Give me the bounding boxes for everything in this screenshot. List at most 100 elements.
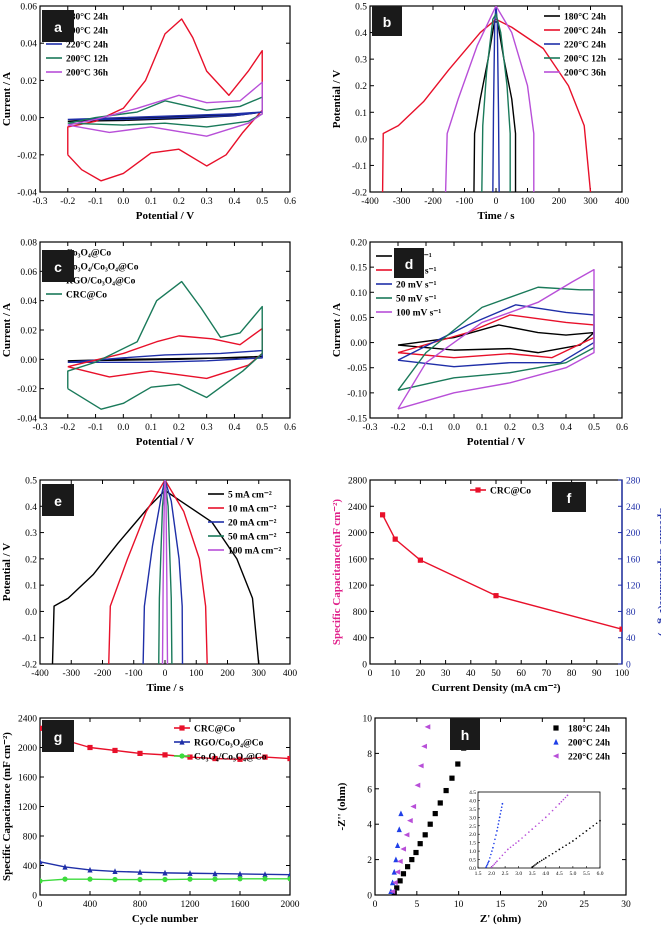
data-point <box>417 557 423 563</box>
x-tick-label: -0.3 <box>362 423 377 433</box>
plot-area <box>67 18 263 182</box>
panel-label: g <box>42 720 74 752</box>
x-tick-label: 0.3 <box>201 423 213 433</box>
x-tick-label: 0 <box>494 197 499 207</box>
y-tick-label: 10 <box>363 715 373 725</box>
y-tick-label: 0.5 <box>25 477 37 487</box>
y-tick-label: 0.1 <box>355 109 367 119</box>
data-point <box>413 849 419 856</box>
data-point <box>398 810 404 817</box>
y-tick-label: 1600 <box>18 774 37 784</box>
inset-x-tick-label: 1.5 <box>475 871 482 877</box>
y-tick-label: -0.10 <box>347 389 367 399</box>
x-tick-label: 1600 <box>231 900 250 910</box>
inset-x-tick-label: 2.5 <box>502 871 509 877</box>
x-tick-label: 25 <box>579 900 589 910</box>
legend-marker <box>475 487 481 493</box>
x-tick-label: 100 <box>615 669 630 679</box>
inset-data-point <box>564 796 567 799</box>
x-axis-label: Potential / V <box>467 436 526 448</box>
data-point <box>619 626 622 632</box>
data-point <box>397 858 403 864</box>
y-right-tick-label: 240 <box>626 503 641 513</box>
x-tick-label: 400 <box>83 900 98 910</box>
legend-marker <box>179 753 185 759</box>
y-tick-label: 0.06 <box>20 3 37 13</box>
x-tick-label: 0.0 <box>117 197 129 207</box>
inset-data-point <box>531 866 534 869</box>
inset-data-point <box>585 829 588 832</box>
x-tick-label: 2000 <box>281 900 300 910</box>
x-axis-label: Potential / V <box>136 436 195 448</box>
inset-data-point <box>490 853 492 856</box>
inset-y-tick-label: 4.5 <box>469 790 476 796</box>
inset-data-point <box>544 816 547 819</box>
legend-entry: 180°C 24h <box>564 12 607 23</box>
series-line <box>381 514 622 630</box>
x-tick-label: -100 <box>456 197 474 207</box>
panel-label-text: f <box>567 490 572 506</box>
inset-data-point <box>566 794 569 797</box>
panel-b: -400 -300 -200 -100 0 100 200 300 400 -0.2 -0.1 0.0… <box>331 3 629 223</box>
inset-data-point <box>558 802 561 805</box>
inset-y-tick-label: 0.5 <box>469 858 476 864</box>
data-point <box>394 885 400 891</box>
x-tick-label: 0.3 <box>532 423 544 433</box>
panel-label-text: h <box>461 727 470 743</box>
data-point <box>427 821 433 827</box>
inset-x-tick-label: 3.5 <box>529 871 536 877</box>
y-tick-label: 0 <box>32 892 37 902</box>
x-tick-label: 20 <box>538 900 548 910</box>
inset-data-point <box>487 860 490 863</box>
inset-y-tick-label: 3.5 <box>469 807 476 813</box>
y-tick-label: 400 <box>23 862 38 872</box>
y-tick-label: -0.1 <box>352 162 367 172</box>
legend-marker <box>179 738 185 745</box>
data-point <box>421 743 427 749</box>
y-tick-label: 0.20 <box>350 239 367 249</box>
x-tick-label: 400 <box>283 669 298 679</box>
inset-data-point <box>542 858 545 860</box>
inset-data-point <box>498 857 501 860</box>
plot-area <box>40 725 290 884</box>
inset-data-point <box>486 864 488 867</box>
y-tick-label: 0.04 <box>20 40 37 50</box>
plot-frame <box>369 241 623 419</box>
x-tick-label: 0.2 <box>504 423 516 433</box>
inset-y-tick-label: 2.5 <box>469 824 476 830</box>
series-line <box>158 480 173 664</box>
data-point <box>262 876 268 882</box>
y-tick-label: -0.02 <box>17 385 37 395</box>
plot-area <box>381 6 592 192</box>
panel-label-text: d <box>405 256 414 272</box>
data-point <box>287 871 290 878</box>
inset-data-point <box>595 822 598 825</box>
y-tick-label: 2000 <box>18 744 37 754</box>
inset-data-point <box>582 832 584 835</box>
x-tick-label: 1200 <box>181 900 200 910</box>
inset-y-tick-label: 0.0 <box>469 866 476 872</box>
series-line <box>473 21 517 192</box>
series-line <box>67 327 263 380</box>
x-tick-label: 70 <box>542 669 552 679</box>
inset-y-tick-label: 4.0 <box>469 798 476 804</box>
inset-data-point <box>562 798 565 801</box>
x-tick-label: 100 <box>520 197 535 207</box>
plot-area <box>51 480 260 664</box>
data-point <box>417 763 424 769</box>
data-point <box>212 876 218 882</box>
data-point <box>391 868 397 875</box>
inset-data-point <box>548 813 550 815</box>
data-point <box>287 876 290 882</box>
inset-y-tick-label: 1.0 <box>469 849 476 855</box>
inset-data-point <box>495 834 497 836</box>
x-tick-label: 800 <box>133 900 148 910</box>
x-tick-label: -0.1 <box>88 197 103 207</box>
y-tick-label: 8 <box>367 750 372 760</box>
legend-entry: 200°C 12h <box>66 54 109 65</box>
data-point <box>407 818 413 824</box>
y-tick-label: -0.15 <box>347 415 367 425</box>
y-tick-label: 2000 <box>348 529 367 539</box>
x-tick-label: -200 <box>424 197 442 207</box>
legend-marker <box>552 753 559 759</box>
